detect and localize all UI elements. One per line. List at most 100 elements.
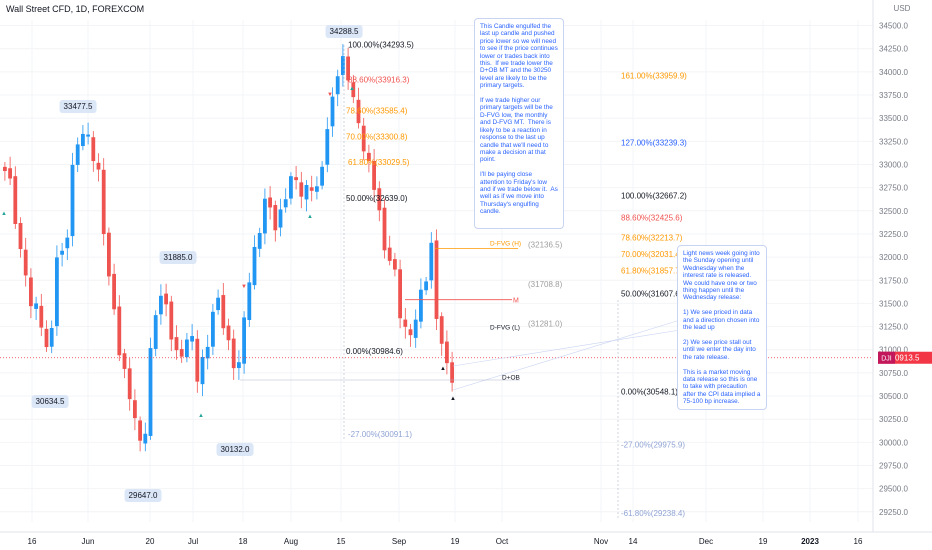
candle-46 — [242, 311, 246, 374]
candle-10 — [55, 245, 59, 336]
candle-30 — [159, 284, 163, 325]
candle-body-85 — [445, 341, 449, 364]
x-tick-8: 19 — [451, 537, 460, 546]
candle-body-66 — [346, 56, 350, 81]
fib-right-3: 88.60%(32425.6) — [621, 214, 683, 223]
marker-5: ▲ — [349, 86, 355, 92]
candle-body-60 — [315, 186, 319, 192]
candle-67 — [351, 74, 356, 104]
symbol-tag: DJI — [881, 356, 892, 363]
candle-63 — [330, 87, 335, 137]
note-top[interactable]: This Candle engulfed the last up candle … — [474, 18, 564, 229]
candle-41 — [216, 289, 220, 315]
y-tick-14: 31000.0 — [879, 346, 908, 355]
candle-45 — [237, 350, 241, 380]
candle-19 — [101, 158, 106, 246]
fib-right-8: 0.00%(30548.1) — [621, 388, 678, 397]
candle-body-17 — [91, 137, 96, 162]
price-label-2: 31885.0 — [159, 251, 197, 264]
candle-body-43 — [226, 325, 231, 341]
candle-body-4 — [23, 249, 28, 276]
y-tick-3: 33750.0 — [879, 91, 908, 100]
candle-21 — [112, 263, 116, 315]
y-tick-5: 33250.0 — [879, 137, 908, 146]
marker-3: ▲ — [198, 413, 204, 419]
candle-body-72 — [377, 188, 382, 211]
candle-body-58 — [304, 185, 309, 200]
candle-body-33 — [174, 337, 179, 351]
fib-right-0: 161.00%(33959.9) — [621, 72, 687, 81]
fib-right-9: -27.00%(29975.9) — [621, 441, 685, 450]
note-right[interactable]: Light news week going into the Sunday op… — [677, 245, 767, 410]
level-label-5: D-FVG (L) — [490, 324, 520, 331]
candle-body-70 — [367, 152, 371, 162]
candle-61 — [320, 161, 324, 190]
candle-82 — [429, 232, 434, 289]
x-tick-14: 2023 — [801, 537, 819, 546]
candle-body-2 — [13, 176, 18, 225]
fib-left-6: 0.00%(30984.6) — [346, 347, 403, 356]
candle-body-61 — [320, 166, 324, 186]
x-tick-12: Dec — [699, 537, 713, 546]
candle-22 — [117, 295, 122, 362]
candle-body-3 — [18, 223, 23, 250]
candle-body-8 — [44, 328, 49, 348]
x-tick-11: 14 — [629, 537, 638, 546]
candle-66 — [346, 47, 350, 90]
candle-body-15 — [81, 133, 85, 147]
y-tick-20: 29500.0 — [879, 485, 908, 494]
candle-body-50 — [263, 198, 267, 234]
x-tick-0: 16 — [28, 537, 37, 546]
candle-37 — [195, 330, 200, 393]
marker-8: ▲ — [450, 396, 456, 402]
candle-body-35 — [185, 339, 189, 358]
candle-6 — [34, 296, 38, 321]
candle-body-63 — [330, 96, 335, 127]
candle-body-76 — [398, 269, 402, 319]
x-tick-3: Jul — [188, 537, 198, 546]
price-axis[interactable]: USD 34500.0 34250.0 34000.0 33750.0 33500.0 33… — [872, 0, 932, 532]
y-tick-13: 31250.0 — [879, 323, 908, 332]
y-tick-0: 34500.0 — [879, 22, 908, 31]
candle-58 — [304, 180, 309, 212]
candle-body-41 — [216, 297, 220, 311]
candle-body-31 — [164, 293, 168, 305]
candle-33 — [174, 325, 179, 360]
candle-body-6 — [34, 303, 38, 309]
candle-body-25 — [133, 400, 137, 419]
x-tick-6: 15 — [337, 537, 346, 546]
y-tick-19: 29750.0 — [879, 462, 908, 471]
candle-79 — [413, 309, 418, 348]
candle-body-40 — [211, 311, 215, 347]
y-tick-6: 33000.0 — [879, 160, 908, 169]
candle-57 — [299, 171, 304, 209]
candle-8 — [44, 320, 49, 352]
candle-13 — [70, 152, 75, 247]
candle-body-55 — [289, 176, 293, 199]
x-tick-4: 18 — [239, 537, 248, 546]
candle-86 — [450, 351, 454, 392]
marker-6: ▲ — [307, 214, 313, 220]
candle-body-73 — [382, 207, 387, 251]
candle-85 — [445, 330, 449, 375]
candle-body-44 — [231, 338, 236, 369]
candle-body-36 — [190, 336, 194, 342]
candle-2 — [13, 166, 18, 229]
candle-25 — [133, 389, 137, 431]
candle-44 — [231, 329, 236, 380]
fib-left-3: 70.00%(33300.8) — [346, 133, 408, 142]
candle-68 — [356, 87, 361, 129]
fib-right-4: 78.60%(32213.7) — [621, 233, 683, 242]
marker-7: ▲ — [440, 366, 446, 372]
time-axis[interactable]: 16 Jun 20 Jul 18 Aug 15 Sep 19 Oct Nov 14 Dec 19 2023 1… — [0, 531, 932, 546]
y-tick-2: 34000.0 — [879, 68, 908, 77]
candle-body-34 — [179, 349, 184, 357]
candle-body-23 — [122, 353, 127, 369]
candle-18 — [96, 153, 101, 182]
candle-body-69 — [361, 125, 366, 152]
candle-body-24 — [127, 368, 132, 400]
candle-body-26 — [138, 420, 142, 441]
y-tick-21: 29250.0 — [879, 508, 908, 517]
candle-38 — [200, 349, 205, 397]
